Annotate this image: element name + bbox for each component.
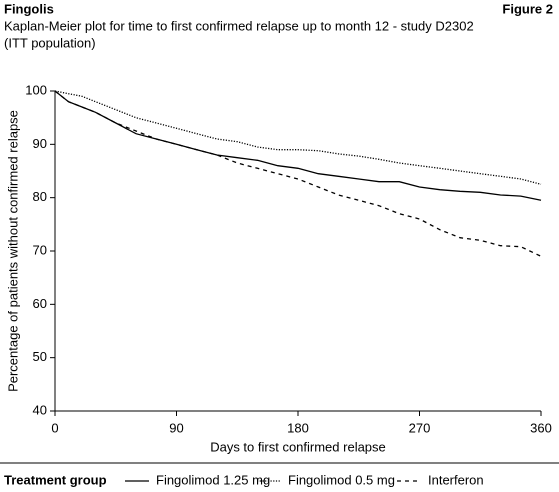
series-line (54, 90, 542, 201)
chart-title: Fingolis (4, 1, 54, 16)
series-line (54, 90, 542, 185)
y-tick-label: 40 (33, 402, 47, 417)
legend-label: Fingolimod 1.25 mg (156, 472, 270, 487)
y-tick-label: 60 (33, 296, 47, 311)
y-tick-label: 90 (33, 136, 47, 151)
x-tick-label: 0 (51, 420, 58, 435)
x-tick-label: 90 (169, 420, 183, 435)
x-axis-label: Days to first confirmed relapse (210, 439, 386, 454)
y-tick-label: 70 (33, 242, 47, 257)
x-tick-label: 270 (409, 420, 431, 435)
legend-title: Treatment group (4, 472, 107, 487)
y-tick-label: 80 (33, 189, 47, 204)
figure-label: Figure 2 (502, 1, 553, 16)
subtitle: (ITT population) (4, 35, 96, 50)
y-tick-label: 50 (33, 349, 47, 364)
x-tick-label: 360 (530, 420, 552, 435)
y-tick-label: 100 (25, 82, 47, 97)
subtitle: Kaplan-Meier plot for time to first conf… (4, 18, 474, 33)
legend-label: Interferon (428, 472, 484, 487)
x-tick-label: 180 (287, 420, 309, 435)
legend-label: Fingolimod 0.5 mg (288, 472, 395, 487)
y-axis-label: Percentage of patients without confirmed… (5, 110, 20, 392)
series-line (54, 90, 542, 257)
